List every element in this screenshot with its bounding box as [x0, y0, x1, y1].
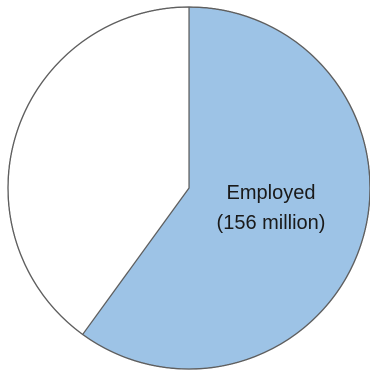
- pie-outline: [7, 6, 370, 370]
- slice-value-employed: (156 million): [217, 212, 326, 234]
- slice-label-employed: Employed: [227, 182, 316, 204]
- pie-labels: Employed (156 million): [217, 182, 326, 234]
- pie-slices: [7, 6, 370, 370]
